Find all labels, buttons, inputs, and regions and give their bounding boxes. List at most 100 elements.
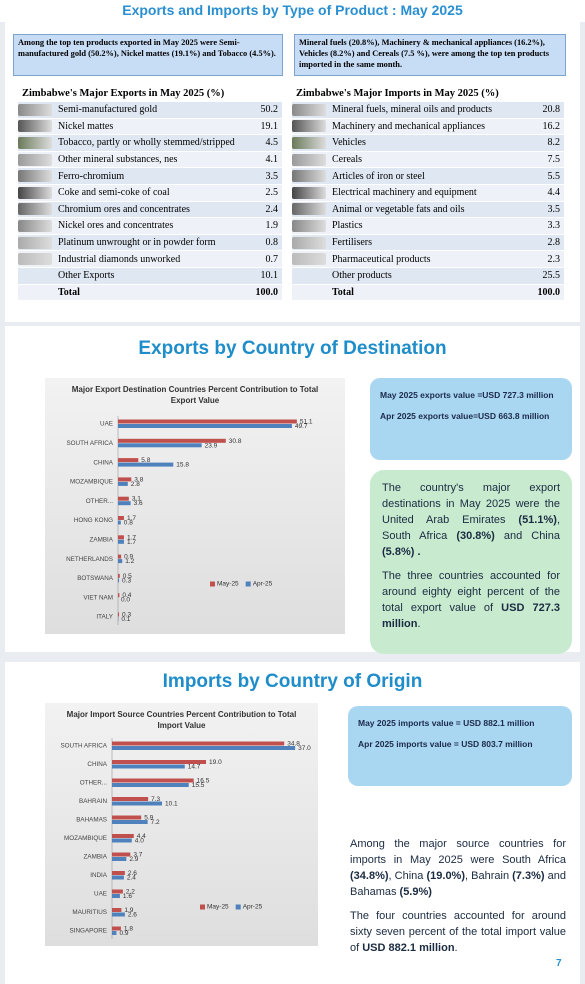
- bar: [112, 834, 134, 838]
- table-row: Tobacco, partly or wholly stemmed/stripp…: [18, 134, 282, 152]
- value-label: 3.1: [132, 496, 141, 503]
- category-label: SOUTH AFRICA: [66, 440, 113, 447]
- category-label: INDIA: [90, 872, 108, 879]
- bar: [118, 424, 292, 428]
- table-row: Cereals 7.5: [292, 151, 564, 169]
- category-label: ITALY: [96, 614, 113, 621]
- category-label: CHINA: [93, 459, 113, 466]
- value-line: May 2025 exports value =USD 727.3 millio…: [380, 390, 554, 400]
- row-value: 3.3: [529, 217, 564, 235]
- bar: [118, 539, 124, 544]
- table-row: Total 100.0: [18, 284, 282, 302]
- category-label: OTHER...: [80, 780, 108, 787]
- legend-label: Apr-25: [243, 904, 263, 911]
- icon-cell: [292, 102, 330, 119]
- icon: [292, 219, 326, 232]
- row-value: 5.5: [529, 167, 564, 185]
- value-label: 1.9: [124, 907, 133, 914]
- bar: [112, 926, 121, 931]
- text-run: The country's major export destinations …: [382, 482, 560, 526]
- icon: [292, 120, 326, 133]
- icon-cell: [18, 217, 56, 235]
- bar: [118, 578, 120, 583]
- text-run: The four countries accounted for around …: [350, 910, 566, 954]
- bar: [118, 481, 128, 486]
- text-run: (34.8%): [350, 870, 389, 882]
- category-label: MOZAMBIQUE: [64, 835, 107, 842]
- table-row: Chromium ores and concentrates 2.4: [18, 201, 282, 219]
- value-label: 10.1: [165, 800, 178, 807]
- row-value: 3.5: [529, 201, 564, 219]
- value-label: 2.4: [127, 874, 136, 881]
- table-row: Machinery and mechanical appliances 16.2: [292, 118, 564, 136]
- bar: [112, 746, 296, 750]
- row-label: Nickel ores and concentrates: [56, 217, 252, 235]
- text-run: (5.9%): [399, 886, 432, 898]
- icon: [18, 153, 52, 166]
- text-run: (19.0%): [426, 870, 466, 882]
- table-row: Articles of iron or steel 5.5: [292, 167, 564, 185]
- row-value: 16.2: [529, 118, 564, 136]
- text-run: and China: [494, 530, 560, 542]
- category-label: OTHER...: [86, 498, 114, 505]
- text-run: Among the major source countries for imp…: [350, 838, 566, 866]
- value-label: 34.8: [287, 740, 300, 747]
- bar: [112, 912, 125, 917]
- bar: [112, 931, 117, 935]
- icon: [18, 186, 52, 199]
- text-run: , China: [388, 870, 427, 882]
- value-label: 16.5: [197, 777, 210, 784]
- bar: [112, 894, 120, 898]
- text-run: .: [417, 618, 421, 630]
- icon: [292, 153, 326, 166]
- row-value: 50.2: [251, 102, 282, 119]
- icon-cell: [292, 284, 330, 302]
- bar: [118, 593, 120, 598]
- bar: [112, 820, 148, 824]
- row-label: Nickel mattes: [56, 118, 252, 136]
- value-label: 15.8: [176, 462, 189, 469]
- row-value: 7.5: [529, 151, 564, 169]
- legend-swatch: [245, 581, 251, 587]
- export-note: Among the top ten products exported in M…: [13, 34, 283, 76]
- table-row: Coke and semi-coke of coal 2.5: [18, 184, 282, 202]
- row-value: 100.0: [529, 284, 564, 302]
- paragraph: The four countries accounted for around …: [350, 908, 566, 956]
- section-title: Exports by Country of Destination: [138, 338, 447, 359]
- bar: [112, 783, 189, 787]
- table-row: Pharmaceutical products 2.3: [292, 250, 564, 268]
- value-line: May 2025 imports value = USD 882.1 milli…: [358, 718, 535, 728]
- category-label: BAHRAIN: [79, 798, 107, 805]
- value-label: 0.5: [123, 573, 132, 580]
- chart-title: Major Export Destination Countries Perce…: [71, 385, 319, 405]
- bar: [118, 612, 120, 617]
- value-label: 0.3: [122, 611, 131, 618]
- category-label: HONG KONG: [74, 517, 113, 524]
- category-label: ZAMBIA: [84, 854, 108, 861]
- value-label: 3.7: [133, 851, 142, 858]
- category-label: SOUTH AFRICA: [60, 743, 107, 750]
- row-value: 4.4: [529, 184, 564, 202]
- value-label: 0.3: [122, 577, 131, 584]
- text-run: (30.8%): [456, 530, 495, 542]
- table-row: Ferro-chromium 3.5: [18, 167, 282, 185]
- text-run: USD 882.1 million: [362, 942, 455, 954]
- category-label: MOZAMBIQUE: [70, 479, 113, 486]
- icon: [292, 103, 326, 116]
- bar: [112, 908, 122, 912]
- section-title: Imports by Country of Origin: [162, 671, 423, 692]
- bar: [112, 797, 149, 801]
- icon-cell: [18, 234, 56, 252]
- value-label: 0.9: [119, 930, 128, 937]
- row-label: Fertilisers: [330, 234, 530, 252]
- bar: [118, 520, 121, 525]
- header-row: Zimbabwe's Major Imports in May 2025 (%): [292, 84, 564, 102]
- table-row: Other Exports 10.1: [18, 267, 282, 285]
- row-value: 100.0: [251, 284, 282, 302]
- value-label: 51.1: [300, 418, 313, 425]
- category-label: CHINA: [87, 761, 107, 768]
- chart-plot: SOUTH AFRICA 34.837.0 CHINA 19.0 14.7 OTHER..…: [60, 738, 311, 939]
- import-table: Zimbabwe's Major Imports in May 2025 (%)…: [292, 84, 564, 302]
- icon-cell: [292, 234, 330, 252]
- icon-cell: [18, 102, 56, 119]
